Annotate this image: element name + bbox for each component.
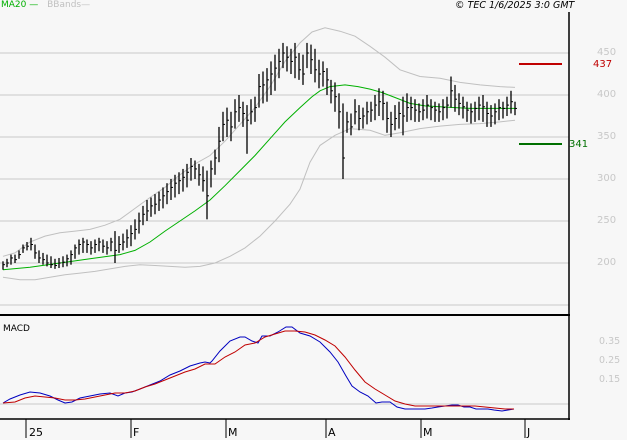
ma20-line bbox=[2, 84, 515, 271]
support-label: 341 bbox=[569, 139, 589, 150]
y-label: 450 bbox=[597, 47, 617, 58]
copyright-timestamp: © TEC 1/6/2025 3:0 GMT bbox=[455, 0, 575, 11]
macd-y-label: 0.15 bbox=[599, 374, 621, 385]
bb-lower bbox=[2, 119, 516, 281]
resistance-label: 437 bbox=[593, 59, 613, 70]
macd-y-label: 0.25 bbox=[599, 355, 621, 366]
legend: MA20 — BBands— bbox=[1, 0, 90, 11]
bollinger-bands bbox=[2, 27, 516, 281]
x-label: M bbox=[228, 426, 238, 439]
support-resistance-lines bbox=[519, 63, 562, 145]
legend-ma20: MA20 — bbox=[1, 0, 39, 10]
legend-bbands: BBands— bbox=[47, 0, 91, 10]
x-label: 25 bbox=[29, 426, 43, 439]
chart-frame bbox=[0, 12, 570, 438]
signal-line bbox=[2, 330, 514, 410]
macd-line bbox=[2, 326, 515, 412]
y-label: 250 bbox=[597, 215, 617, 226]
macd-title: MACD bbox=[3, 324, 30, 334]
macd-y-label: 0.35 bbox=[599, 336, 621, 347]
price-gridlines bbox=[0, 52, 569, 306]
y-label: 350 bbox=[597, 131, 617, 142]
x-label: A bbox=[328, 426, 336, 439]
y-label: 300 bbox=[597, 173, 617, 184]
x-label: F bbox=[133, 426, 140, 439]
ohlc-bars bbox=[2, 42, 517, 270]
x-label: J bbox=[527, 426, 531, 439]
y-label: 400 bbox=[597, 89, 617, 100]
x-label: M bbox=[423, 426, 433, 439]
macd-lines bbox=[0, 326, 569, 412]
bb-upper bbox=[2, 27, 516, 257]
y-label: 200 bbox=[597, 257, 617, 268]
